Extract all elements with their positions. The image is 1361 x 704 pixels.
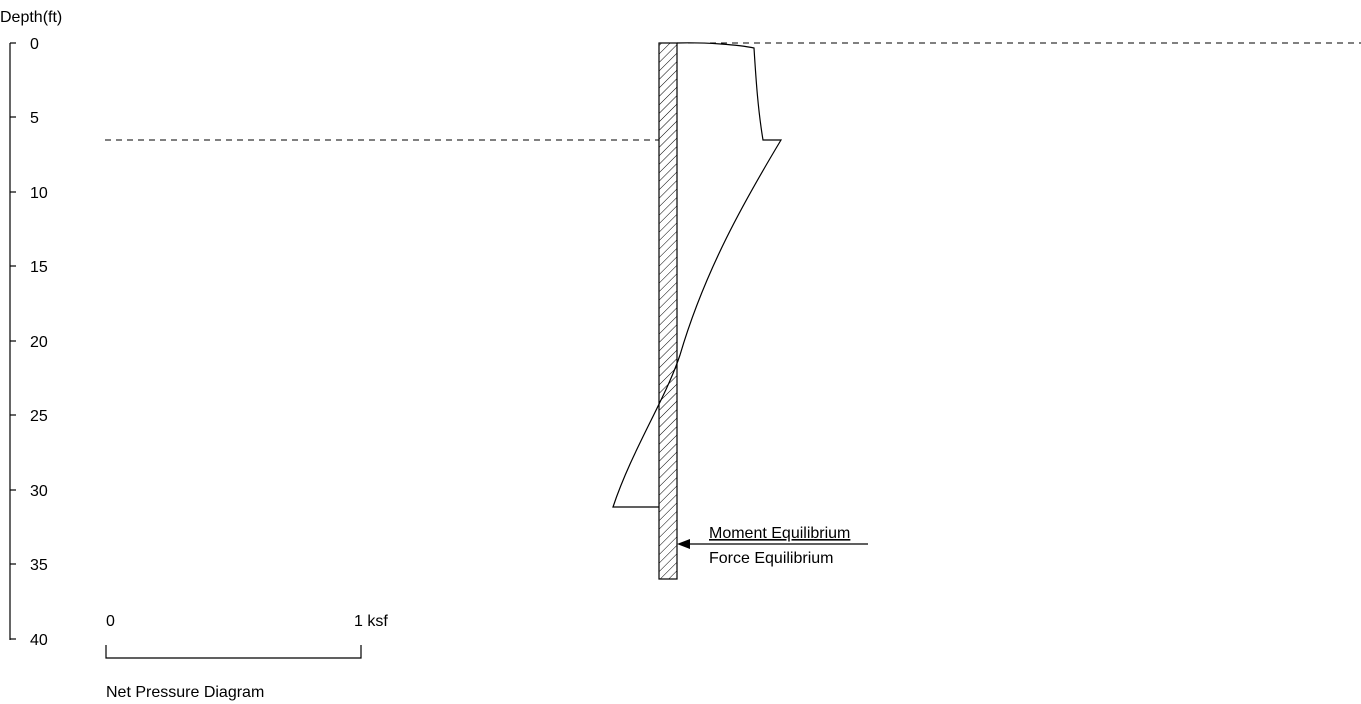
depth-tick-label: 20 xyxy=(30,334,48,351)
equilibrium-arrowhead-icon xyxy=(677,539,690,549)
sheet-pile-wall xyxy=(658,42,678,580)
equilibrium-annotation: Moment Equilibrium Force Equilibrium xyxy=(677,525,868,567)
net-pressure-curve xyxy=(612,42,783,508)
depth-tick-label: 15 xyxy=(30,259,48,276)
diagram-caption: Net Pressure Diagram xyxy=(106,684,264,701)
force-equilibrium-label: Force Equilibrium xyxy=(709,550,833,567)
depth-tick-label: 40 xyxy=(30,632,48,649)
depth-tick-label: 25 xyxy=(30,408,48,425)
depth-tick-label: 30 xyxy=(30,483,48,500)
scale-start-label: 0 xyxy=(106,613,115,630)
scale-bar-line xyxy=(105,645,362,659)
depth-tick-label: 10 xyxy=(30,185,48,202)
scale-end-label: 1 ksf xyxy=(354,613,388,630)
depth-tick-label: 35 xyxy=(30,557,48,574)
moment-equilibrium-label: Moment Equilibrium xyxy=(709,525,850,542)
depth-axis-title: Depth(ft) xyxy=(0,9,62,26)
depth-tick-label: 0 xyxy=(30,36,39,53)
pressure-scale-bar: 0 1 ksf Net Pressure Diagram xyxy=(105,613,388,701)
depth-axis: Depth(ft) 0 5 10 15 20 25 30 35 40 xyxy=(0,9,62,649)
depth-tick-label: 5 xyxy=(30,110,39,127)
